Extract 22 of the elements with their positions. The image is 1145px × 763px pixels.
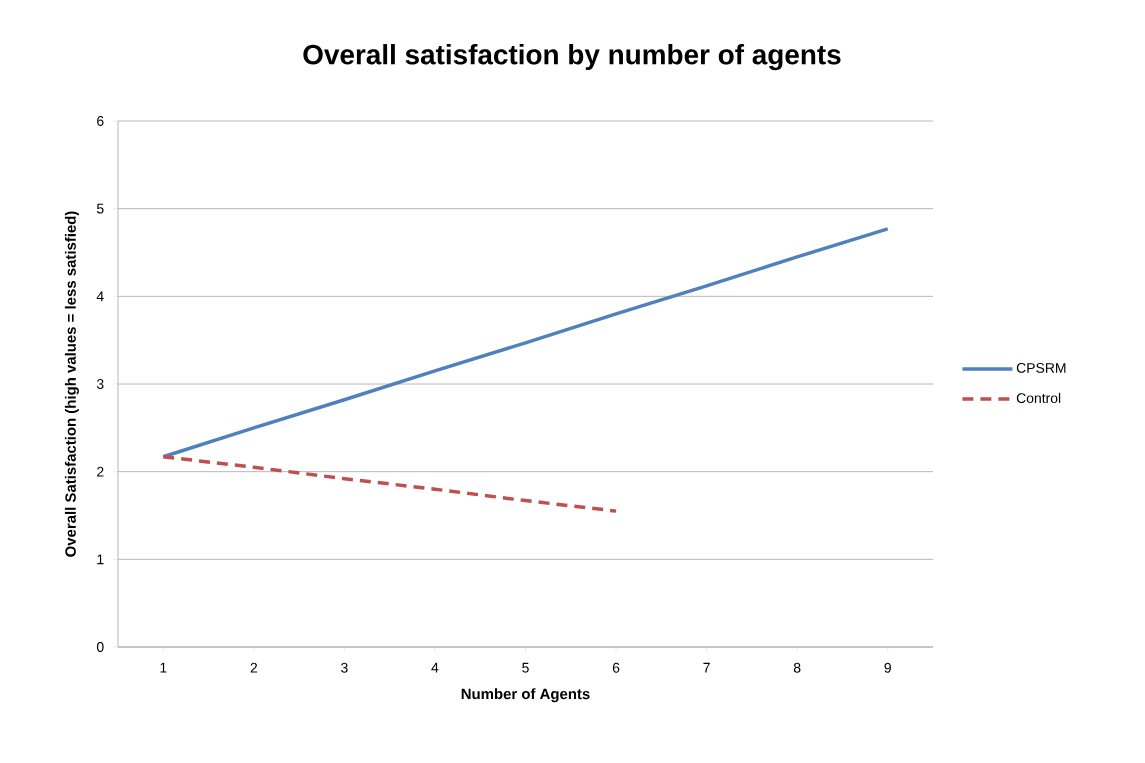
y-tick-label: 1 [97,554,104,565]
line-series [161,455,618,513]
y-tick-label: 0 [96,642,104,652]
x-tick-label: 6 [612,662,620,673]
x-tick-label: 9 [884,662,891,673]
y-tick-label: 5 [96,203,104,214]
x-tick-label: 1 [160,662,167,673]
x-tick-label: 4 [431,662,439,673]
x-axis-title: Number of Agents [461,688,590,703]
x-tick-label: 2 [250,662,258,673]
y-tick-label: 6 [97,116,104,126]
y-axis-title: Overall Satisfaction (high values = less satisfied) [64,211,79,557]
x-tick-label: 5 [522,662,529,673]
legend-label: CPSRM [1016,362,1066,373]
x-tick-label: 8 [793,662,801,673]
y-tick-label: 3 [96,379,104,389]
x-tick-label: 7 [703,662,710,673]
legend-label: Control [1016,392,1061,404]
x-tick-label: 3 [341,662,348,673]
y-tick-label: 2 [97,466,104,477]
chart-title: Overall satisfaction by number of agents [303,44,841,71]
y-tick-label: 4 [96,291,104,302]
